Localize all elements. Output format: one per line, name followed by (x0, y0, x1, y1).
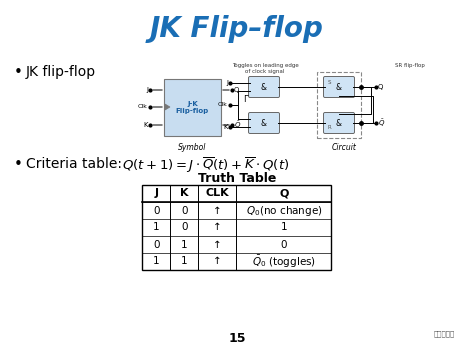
Text: 1: 1 (153, 223, 160, 233)
Text: $Q(t+1) = J \cdot \overline{Q}(t) + \overline{K} \cdot Q(t)$: $Q(t+1) = J \cdot \overline{Q}(t) + \ove… (122, 156, 289, 175)
Text: Clk: Clk (138, 104, 148, 109)
Text: Symbol: Symbol (178, 143, 207, 152)
Text: K: K (224, 124, 228, 130)
Text: K: K (144, 122, 148, 128)
Text: SR flip-flop: SR flip-flop (395, 63, 425, 68)
Text: Γ: Γ (243, 95, 247, 104)
Text: &: & (336, 119, 342, 127)
Polygon shape (165, 104, 170, 110)
Text: 0: 0 (153, 206, 160, 215)
Text: &: & (261, 82, 267, 92)
Text: $\bar{Q}_0$ (toggles): $\bar{Q}_0$ (toggles) (252, 253, 316, 269)
Text: CLK: CLK (206, 189, 229, 198)
Text: J: J (155, 189, 158, 198)
Text: Q: Q (279, 189, 289, 198)
Text: R: R (328, 125, 332, 130)
Text: •: • (14, 157, 23, 172)
FancyBboxPatch shape (248, 113, 280, 133)
Text: $Q_0$(no change): $Q_0$(no change) (246, 203, 322, 218)
Text: 0: 0 (181, 223, 188, 233)
Text: 15: 15 (228, 332, 246, 345)
Bar (143, 185, 331, 270)
Text: 0: 0 (153, 240, 160, 250)
Text: 0: 0 (281, 240, 287, 250)
FancyBboxPatch shape (323, 113, 355, 133)
Text: Q: Q (378, 84, 383, 90)
Text: ↑: ↑ (213, 223, 222, 233)
Text: &: & (336, 82, 342, 92)
Text: &: & (261, 119, 267, 127)
Text: 1: 1 (281, 223, 287, 233)
Text: J-K
Flip-flop: J-K Flip-flop (176, 101, 209, 114)
Text: ↑: ↑ (213, 206, 222, 215)
Text: 1: 1 (181, 240, 188, 250)
Text: 0: 0 (181, 206, 188, 215)
FancyBboxPatch shape (248, 76, 280, 98)
Text: ↑: ↑ (213, 240, 222, 250)
Text: 1: 1 (181, 257, 188, 267)
Text: JK flip-flop: JK flip-flop (26, 65, 96, 79)
Text: K: K (180, 189, 189, 198)
Text: J: J (146, 87, 148, 93)
FancyBboxPatch shape (164, 79, 221, 136)
Text: JK Flip–flop: JK Flip–flop (150, 15, 324, 43)
Text: Toggles on leading edge
of clock signal: Toggles on leading edge of clock signal (232, 63, 298, 74)
Text: J: J (226, 80, 228, 86)
Bar (317, 72, 361, 138)
Text: S: S (328, 80, 331, 85)
Text: $\bar{Q}$: $\bar{Q}$ (378, 117, 385, 129)
Text: Criteria table:: Criteria table: (26, 157, 127, 171)
Text: •: • (14, 65, 23, 80)
FancyBboxPatch shape (323, 76, 355, 98)
Text: 牧園大學校: 牧園大學校 (434, 331, 455, 337)
Text: Truth Table: Truth Table (198, 172, 276, 185)
Text: Circuit: Circuit (331, 143, 356, 152)
Text: Clk: Clk (218, 103, 228, 108)
Text: 1: 1 (153, 257, 160, 267)
Text: ↑: ↑ (213, 257, 222, 267)
Text: Q: Q (234, 87, 239, 93)
Text: $\bar{Q}$: $\bar{Q}$ (234, 119, 241, 131)
